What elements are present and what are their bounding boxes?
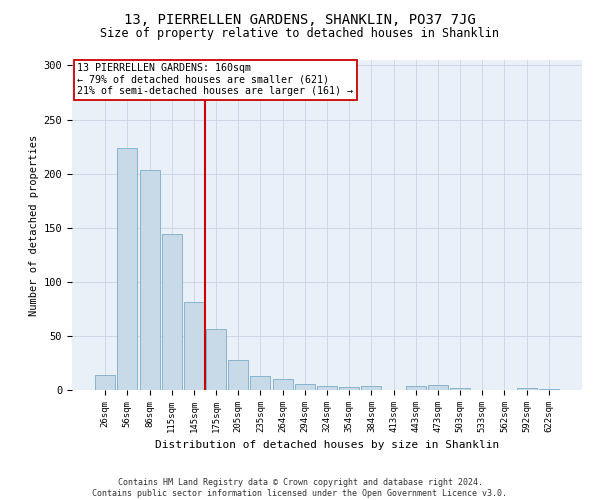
Bar (272, 379, 293, 390)
Bar (118, 148, 137, 390)
Bar (517, 388, 536, 390)
Bar (206, 330, 226, 390)
Bar (95, 375, 115, 390)
X-axis label: Distribution of detached houses by size in Shanklin: Distribution of detached houses by size … (155, 440, 499, 450)
Bar (162, 234, 182, 390)
Bar (361, 386, 382, 390)
Text: Contains HM Land Registry data © Crown copyright and database right 2024.
Contai: Contains HM Land Registry data © Crown c… (92, 478, 508, 498)
Bar (184, 302, 204, 390)
Bar (428, 384, 448, 390)
Bar (140, 170, 160, 390)
Bar (228, 360, 248, 390)
Text: 13, PIERRELLEN GARDENS, SHANKLIN, PO37 7JG: 13, PIERRELLEN GARDENS, SHANKLIN, PO37 7… (124, 12, 476, 26)
Bar (317, 386, 337, 390)
Bar (450, 388, 470, 390)
Bar (295, 384, 315, 390)
Y-axis label: Number of detached properties: Number of detached properties (29, 134, 40, 316)
Bar (339, 387, 359, 390)
Bar (250, 376, 271, 390)
Bar (539, 389, 559, 390)
Bar (406, 386, 426, 390)
Text: 13 PIERRELLEN GARDENS: 160sqm
← 79% of detached houses are smaller (621)
21% of : 13 PIERRELLEN GARDENS: 160sqm ← 79% of d… (77, 64, 353, 96)
Text: Size of property relative to detached houses in Shanklin: Size of property relative to detached ho… (101, 28, 499, 40)
